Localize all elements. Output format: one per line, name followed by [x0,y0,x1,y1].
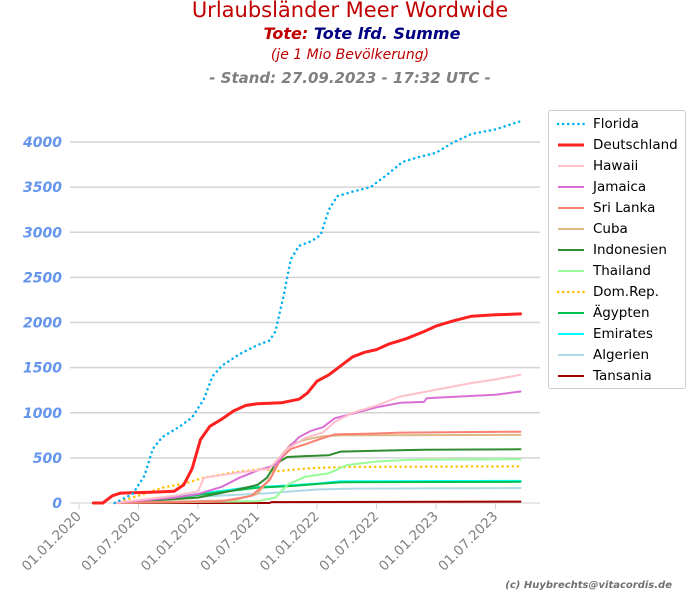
series-line-thailand [113,458,522,504]
series-line-cuba [113,433,522,504]
chart-date-stamp: - Stand: 27.09.2023 - 17:32 UTC - [209,69,491,87]
legend-item[interactable]: Jamaica [557,177,646,197]
legend-swatch [558,270,584,272]
legend-swatch [558,375,584,377]
x-tick-label: 01.07.2023 [435,509,501,575]
series-line-deutschland [91,312,522,505]
legend-item[interactable]: Thailand [557,261,651,281]
x-tick-label: 01.01.2022 [257,509,323,575]
legend-swatch [558,228,584,230]
legend-item[interactable]: Hawaii [557,156,638,176]
chart-subtitle: Tote: Tote lfd. Summe [12,24,700,43]
x-tick-label: 01.07.2020 [78,509,144,575]
legend-swatch [558,165,584,167]
legend-label: Algerien [593,347,650,363]
legend-item[interactable]: Algerien [557,345,649,365]
chart-title: Urlaubsländer Meer Wordwide [191,0,509,22]
legend-label: Jamaica [593,179,647,195]
legend-item[interactable]: Deutschland [557,135,678,155]
subtitle-metric: Tote lfd. Summe [313,24,461,43]
legend-label: Dom.Rep. [593,284,660,300]
copyright: (c) Huybrechts@vitacordis.de [505,580,672,591]
legend-swatch [557,290,585,294]
legend-item[interactable]: Sri Lanka [557,198,655,218]
y-tick-label: 1000 [23,406,62,422]
legend-swatch [558,143,584,147]
y-tick-label: 4000 [22,135,62,151]
legend-label: Ägypten [593,305,650,321]
legend-label: Emirates [593,326,653,342]
x-tick-label: 01.07.2022 [316,509,382,575]
legend-label: Thailand [593,263,651,279]
legend-label: Tansania [593,368,652,384]
y-tick-label: 2500 [23,270,62,286]
legend-swatch [558,249,584,251]
chart-note: (je 1 Mio Bevölkerung) [270,47,430,63]
y-tick-label: 500 [33,451,62,467]
y-tick-label: 2000 [23,316,62,332]
legend-swatch [558,207,584,209]
x-tick-label: 01.01.2021 [138,509,204,575]
x-tick-label: 01.01.2023 [376,509,442,575]
series-line-florida [113,119,522,505]
legend-label: Hawaii [593,158,639,174]
series-line-indonesien [113,448,522,504]
legend-label: Cuba [593,221,628,237]
legend-item[interactable]: Cuba [557,219,628,239]
y-tick-label: 0 [52,496,62,512]
legend-swatch [557,122,585,126]
legend-item[interactable]: Florida [557,114,639,134]
y-tick-label: 3000 [23,225,62,241]
legend-swatch [558,186,584,188]
x-tick-label: 01.01.2020 [19,509,85,575]
series-line-sri-lanka [113,430,522,504]
y-tick-label: 3500 [23,180,62,196]
legend-label: Deutschland [593,137,678,153]
legend-item[interactable]: Emirates [557,324,653,344]
legend-item[interactable]: Tansania [557,366,652,386]
legend-item[interactable]: Ägypten [557,303,650,323]
legend-item[interactable]: Dom.Rep. [557,282,659,302]
legend-label: Sri Lanka [593,200,656,216]
subtitle-prefix: Tote: [263,24,309,43]
legend-swatch [558,312,584,314]
legend-swatch [558,354,584,356]
legend-label: Indonesien [593,242,667,258]
legend-label: Florida [593,116,639,132]
legend-swatch [558,333,584,335]
series-line-jamaica [113,390,522,504]
y-tick-label: 1500 [23,361,62,377]
legend-item[interactable]: Indonesien [557,240,667,260]
chart-legend: Florida Deutschland Hawaii Jamaica Sri Lanka… [548,110,686,389]
x-tick-label: 01.07.2021 [197,509,263,575]
series-line-hawaii [113,373,522,504]
